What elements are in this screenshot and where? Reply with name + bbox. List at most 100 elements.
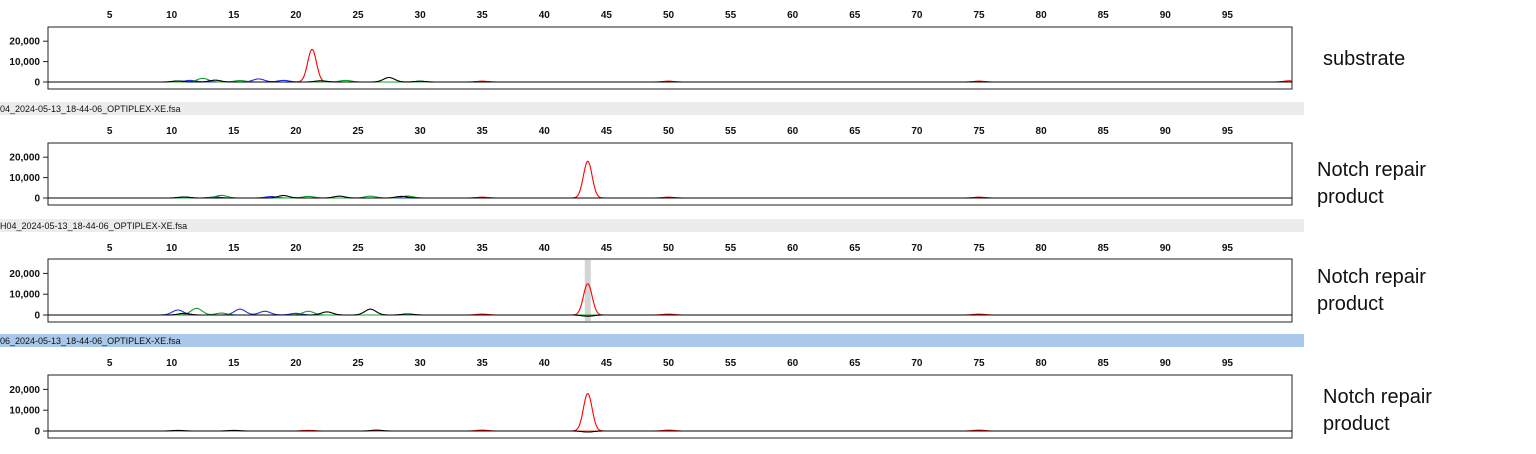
x-tick-label: 50 [663, 243, 675, 254]
x-tick-label: 55 [725, 358, 737, 369]
plot-frame [47, 142, 1293, 206]
x-tick-label: 75 [973, 243, 985, 254]
file-label: 04_2024-05-13_18-44-06_OPTIPLEX-XE.fsa [0, 104, 181, 114]
x-tick-label: 65 [849, 358, 861, 369]
y-tick-label: 0 [34, 311, 40, 322]
x-tick-label: 40 [539, 358, 551, 369]
x-tick-label: 80 [1036, 10, 1048, 21]
x-tick-label: 50 [663, 126, 675, 137]
trace-black [48, 308, 1292, 317]
x-tick-label: 80 [1036, 126, 1048, 137]
x-tick-label: 85 [1098, 358, 1110, 369]
x-tick-label: 60 [787, 243, 799, 254]
x-tick-label: 70 [911, 243, 923, 254]
x-tick-label: 75 [973, 10, 985, 21]
sample-label-4: Notch repair product [1323, 386, 1432, 435]
x-tick-label: 35 [477, 126, 489, 137]
x-tick-label: 5 [107, 358, 113, 369]
panel-1: 5 10 15 20 25 30 35 40 45 50 55 60 65 70 75 80 85 90 95 20,… [9, 10, 1293, 90]
x-tick-label: 45 [601, 243, 613, 254]
x-tick-label: 40 [539, 126, 551, 137]
x-tick-label: 5 [107, 243, 113, 254]
panel-3: H04_2024-05-13_18-44-06_OPTIPLEX-XE.fsa 5… [0, 219, 1304, 323]
x-tick-label: 20 [290, 10, 302, 21]
x-tick-label: 35 [477, 243, 489, 254]
x-tick-label: 95 [1222, 358, 1234, 369]
x-tick-label: 75 [973, 126, 985, 137]
sample-label-2: Notch repair product [1317, 159, 1426, 208]
x-tick-label: 65 [849, 243, 861, 254]
x-tick-label: 30 [415, 126, 427, 137]
plot-frame [47, 26, 1293, 90]
file-label: 06_2024-05-13_18-44-06_OPTIPLEX-XE.fsa [0, 336, 181, 346]
x-tick-label: 30 [415, 243, 427, 254]
x-tick-label: 95 [1222, 126, 1234, 137]
y-tick-label: 20,000 [9, 153, 40, 164]
file-label: H04_2024-05-13_18-44-06_OPTIPLEX-XE.fsa [0, 221, 187, 231]
file-label-bar [0, 102, 1304, 115]
x-tick-label: 80 [1036, 358, 1048, 369]
x-tick-label: 90 [1160, 10, 1172, 21]
x-tick-label: 10 [166, 243, 178, 254]
x-tick-label: 85 [1098, 10, 1110, 21]
file-label-bar [0, 334, 1304, 347]
x-tick-label: 95 [1222, 243, 1234, 254]
x-tick-label: 60 [787, 126, 799, 137]
x-tick-label: 15 [228, 243, 240, 254]
x-tick-label: 35 [477, 358, 489, 369]
y-tick-label: 20,000 [9, 385, 40, 396]
x-tick-label: 90 [1160, 243, 1172, 254]
y-tick-label: 10,000 [9, 406, 40, 417]
x-tick-label: 10 [166, 126, 178, 137]
x-tick-label: 15 [228, 358, 240, 369]
x-tick-label: 85 [1098, 243, 1110, 254]
x-tick-label: 25 [352, 358, 364, 369]
x-tick-label: 70 [911, 358, 923, 369]
x-tick-label: 45 [601, 358, 613, 369]
x-tick-label: 30 [415, 10, 427, 21]
plot-frame [47, 258, 1293, 323]
x-tick-label: 40 [539, 243, 551, 254]
y-tick-label: 0 [34, 78, 40, 89]
y-tick-label: 10,000 [9, 290, 40, 301]
x-tick-label: 90 [1160, 126, 1172, 137]
x-tick-label: 25 [352, 10, 364, 21]
x-tick-label: 25 [352, 126, 364, 137]
x-tick-label: 70 [911, 126, 923, 137]
x-tick-label: 15 [228, 126, 240, 137]
x-tick-label: 65 [849, 10, 861, 21]
y-tick-label: 20,000 [9, 269, 40, 280]
file-label-bar [0, 219, 1304, 232]
x-tick-label: 20 [290, 126, 302, 137]
x-tick-label: 45 [601, 10, 613, 21]
x-tick-label: 25 [352, 243, 364, 254]
trace-black [48, 76, 1292, 83]
x-tick-label: 10 [166, 358, 178, 369]
x-tick-label: 50 [663, 358, 675, 369]
trace-black [48, 195, 1292, 199]
x-tick-label: 75 [973, 358, 985, 369]
x-tick-label: 55 [725, 243, 737, 254]
x-tick-label: 55 [725, 10, 737, 21]
x-tick-label: 70 [911, 10, 923, 21]
panel-2: 04_2024-05-13_18-44-06_OPTIPLEX-XE.fsa 5 1… [0, 102, 1304, 206]
x-tick-label: 5 [107, 10, 113, 21]
sample-label-3: Notch repair product [1317, 266, 1426, 315]
x-tick-label: 55 [725, 126, 737, 137]
panel-4: 06_2024-05-13_18-44-06_OPTIPLEX-XE.fsa 5 1… [0, 334, 1304, 439]
x-tick-label: 60 [787, 358, 799, 369]
x-tick-label: 80 [1036, 243, 1048, 254]
x-tick-label: 20 [290, 358, 302, 369]
x-tick-label: 30 [415, 358, 427, 369]
sample-label-1: substrate [1323, 48, 1406, 70]
plot-frame [47, 374, 1293, 439]
x-tick-label: 60 [787, 10, 799, 21]
y-tick-label: 0 [34, 427, 40, 438]
x-tick-label: 5 [107, 126, 113, 137]
x-tick-label: 50 [663, 10, 675, 21]
peak-highlight [584, 260, 591, 321]
x-tick-label: 40 [539, 10, 551, 21]
x-tick-label: 85 [1098, 126, 1110, 137]
x-tick-label: 15 [228, 10, 240, 21]
y-tick-label: 0 [34, 194, 40, 205]
